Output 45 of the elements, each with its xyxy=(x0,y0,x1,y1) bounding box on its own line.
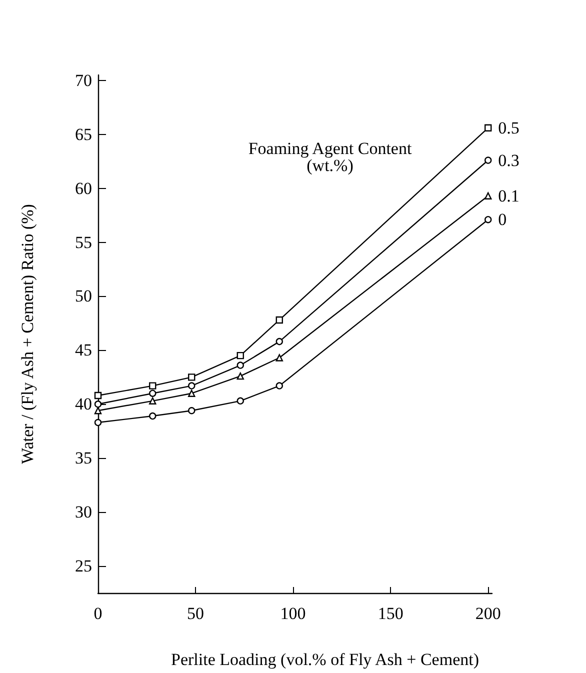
point xyxy=(276,382,283,390)
y-tick-label: 30 xyxy=(75,502,92,522)
y-tick-label: 55 xyxy=(75,232,92,252)
point xyxy=(484,124,492,132)
point xyxy=(236,362,244,369)
y-tick-label: 70 xyxy=(75,70,92,90)
y-tick-label: 40 xyxy=(75,394,92,414)
point xyxy=(94,392,102,400)
x-tick-label: 0 xyxy=(94,604,102,623)
y-tick-label: 45 xyxy=(75,340,92,360)
y-tick-label: 65 xyxy=(75,124,92,144)
series-label: 0.3 xyxy=(498,150,520,170)
y-tick-label: 50 xyxy=(75,286,92,306)
point xyxy=(236,372,244,380)
x-tick-label: 100 xyxy=(280,604,306,623)
point xyxy=(484,216,492,224)
y-tick-label: 35 xyxy=(75,448,92,468)
point xyxy=(188,382,196,390)
series-label: 0.5 xyxy=(498,118,520,138)
point xyxy=(276,316,283,324)
point xyxy=(94,418,102,426)
x-axis-title: Perlite Loading (vol.% of Fly Ash + Cement) xyxy=(171,650,479,669)
annotation: Foaming Agent Content (wt.%) xyxy=(248,139,412,175)
point xyxy=(484,156,492,164)
x-tick-label: 150 xyxy=(378,604,404,623)
x-tick-label: 50 xyxy=(187,604,204,623)
point xyxy=(484,192,492,200)
point xyxy=(149,397,156,405)
point xyxy=(149,382,156,390)
x-tick-label: 200 xyxy=(475,604,501,623)
point xyxy=(94,400,102,408)
point xyxy=(188,390,196,397)
series-label: 0.1 xyxy=(498,186,520,206)
point xyxy=(236,397,244,405)
point xyxy=(276,354,283,362)
point xyxy=(236,352,244,360)
point xyxy=(188,374,196,381)
point xyxy=(276,338,283,346)
point xyxy=(149,390,156,397)
y-axis-title: Water / (Fly Ash + Cement) Ratio (%) xyxy=(18,204,37,464)
point xyxy=(149,412,156,420)
y-tick-label: 60 xyxy=(75,178,92,198)
point xyxy=(188,407,196,414)
y-tick-label: 25 xyxy=(75,556,92,576)
series-label: 0 xyxy=(498,210,507,230)
